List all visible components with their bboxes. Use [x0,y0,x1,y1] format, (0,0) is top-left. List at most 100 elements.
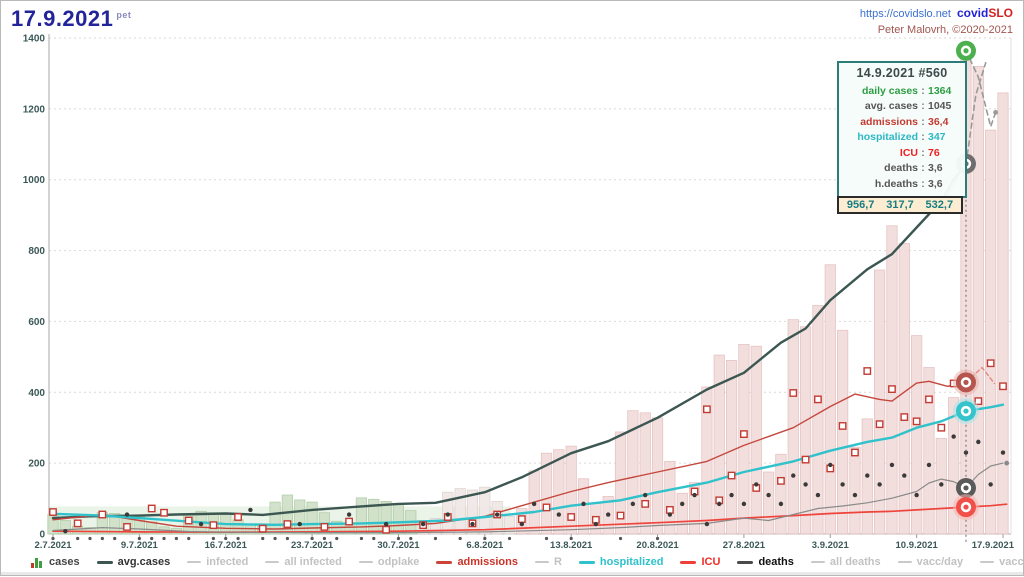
admission-square-marker [160,508,168,517]
death-dot-zero [76,536,80,541]
tooltip-footer-value: 956,7 [846,199,875,211]
tooltip-label: deaths [884,162,918,175]
admission-square-marker [727,471,736,480]
legend-label: admissions [457,556,518,568]
legend-item-admissions[interactable]: admissions [436,556,518,568]
legend-item-all-infected[interactable]: all infected [265,556,342,568]
tooltip-value: 76 [928,146,940,159]
death-dot-zero [396,536,401,541]
tooltip-footer-value: 532,7 [925,199,954,211]
x-axis-tick-label: 6.8.2021 [466,540,504,551]
daily-cases-bar [355,497,368,535]
hospitalized-marker [952,398,979,425]
death-dot [470,521,475,527]
legend-line-swatch [897,561,912,563]
admission-square-marker [999,382,1007,391]
legend-line-swatch [680,560,697,564]
death-dot [889,462,895,468]
tooltip-value: 3,6 [928,177,943,190]
death-dot [630,501,636,507]
daily-cases-bar [701,386,713,535]
x-axis-tick-label: 3.9.2021 [812,540,850,551]
site-url-link[interactable]: https://covidslo.net [859,8,951,20]
legend-label: ICU [701,556,721,568]
death-dot [420,521,426,527]
admission-square-marker [147,504,156,513]
legend-item-r[interactable]: R [534,556,562,568]
legend-line-swatch [534,561,549,563]
death-dot [445,512,451,517]
legend-label: avg.cases [117,556,171,568]
daily-cases-bars [47,50,1009,535]
daily-cases-bar [281,494,294,535]
death-dot [729,492,734,498]
y-axis-tick-label: 800 [28,246,45,257]
daily-cases-bar [911,335,923,535]
y-axis-tick-label: 1000 [23,175,46,186]
death-dot [643,492,648,498]
legend-line-swatch [187,561,202,563]
x-axis-tick-label: 13.8.2021 [550,540,593,551]
admission-square-marker [616,511,625,520]
tooltip-value: 1045 [928,100,952,113]
admission-square-marker [258,524,267,533]
death-dot [556,512,562,517]
daily-cases-bar [503,515,516,535]
legend-line-swatch [578,560,595,564]
tooltip-row-hospitalized: hospitalized:347 [844,130,960,146]
daily-cases-bar [676,492,688,535]
legend-item-vacc[interactable]: vacc [980,556,1024,568]
legend-item-infected[interactable]: infected [187,556,248,568]
legend-item-icu[interactable]: ICU [680,556,720,568]
daily-cases-bar [787,319,799,535]
death-dot [383,521,389,527]
series-line-avg.cases [51,162,968,520]
legend-item-hospitalized[interactable]: hospitalized [578,556,663,568]
x-axis-tick-label: 2.7.2021 [35,540,73,551]
daily-cases-bar [577,478,590,535]
legend-item-vacc-day[interactable]: vacc/day [897,556,964,568]
death-dot [63,528,68,534]
death-dot [828,462,833,468]
admission-square-marker [888,385,896,393]
daily-cases-bar [627,410,639,535]
death-dot-zero [51,536,55,541]
legend-item-avg-cases[interactable]: avg.cases [96,556,171,568]
series-end-dot-daily-projection [993,110,998,115]
admission-square-marker [925,395,933,404]
death-dot-zero [162,536,166,541]
admission-square-marker [641,499,650,508]
daily-cases-bar [775,453,787,535]
death-dot [1000,450,1006,455]
y-axis-tick-label: 0 [39,530,45,541]
daily-cases-bar [849,446,861,535]
tooltip-value: 3,6 [928,162,943,175]
death-dot-zero [261,536,265,541]
admission-square-marker [123,523,131,531]
tooltip-row-daily-cases: daily cases:1364 [844,83,960,99]
tooltip-label: daily cases [861,84,918,97]
admission-square-marker [912,417,921,426]
legend-item-deaths[interactable]: deaths [737,556,794,568]
legend-item-cases[interactable]: cases [31,556,80,568]
y-axis-tick-label: 600 [28,317,45,328]
death-dot [605,512,611,517]
death-dot-zero [211,536,215,541]
death-dot-zero [409,536,413,541]
death-dot-zero [88,536,92,541]
tooltip-row-h-deaths: h.deaths:3,6 [844,176,960,192]
legend-item-all-deaths[interactable]: all deaths [810,556,881,568]
death-dot-zero [150,536,154,541]
series-line-hospitalized [51,403,1005,526]
death-dot [198,521,204,527]
daily-cases-bar [368,498,380,535]
x-axis-tick-label: 20.8.2021 [636,540,679,551]
daily-cases-bar [923,367,935,535]
death-dot-zero [359,536,364,541]
legend-item-odplake[interactable]: odplake [358,556,419,568]
legend-label: R [553,556,562,568]
daily-cases-bar [738,344,750,535]
legend-label: vacc/day [916,556,964,568]
daily-cases-bar [380,501,392,535]
